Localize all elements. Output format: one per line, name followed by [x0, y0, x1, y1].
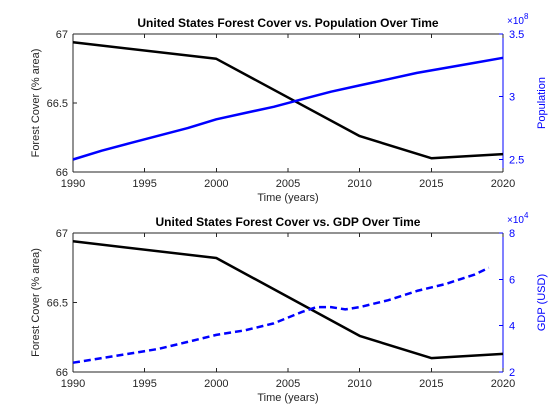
chart-title: United States Forest Cover vs. Populatio… [137, 16, 439, 30]
subplot-2: 1990 1995 2000 2005 2010 2015 2020 66 66.5 67 2 4 6 8… [30, 211, 548, 404]
y-right-axis-label: GDP (USD) [536, 274, 548, 331]
x-tick-label: 1990 [61, 178, 85, 190]
y-left-axis-label: Forest Cover (% area) [30, 248, 42, 357]
y-right-tick-label: 3 [509, 92, 515, 104]
y-left-tick-label: 67 [56, 228, 68, 240]
y-right-tick-label: 3.5 [509, 29, 524, 41]
series-right-line [72, 266, 490, 364]
y-right-tick-label: 4 [509, 321, 515, 333]
x-tick-label: 2020 [491, 378, 515, 390]
y-right-exponent: ×108 [507, 12, 529, 27]
x-axis-label: Time (years) [257, 392, 318, 404]
y-right-tick-label: 2.5 [509, 154, 524, 166]
x-tick-label: 1990 [61, 378, 85, 390]
y-left-tick-label: 66 [56, 367, 68, 379]
y-left-tick-label: 66.5 [47, 98, 68, 110]
x-tick-label: 2015 [419, 178, 443, 190]
x-tick-label: 2005 [276, 178, 300, 190]
x-tick-label: 2010 [347, 378, 371, 390]
x-tick-label: 1995 [132, 378, 156, 390]
x-axis-label: Time (years) [257, 192, 318, 204]
y-left-tick-label: 67 [56, 29, 68, 41]
y-right-axis-label: Population [536, 77, 548, 129]
series-left-line [72, 240, 504, 360]
x-tick-label: 1995 [132, 178, 156, 190]
chart-title: United States Forest Cover vs. GDP Over … [156, 215, 421, 229]
x-tick-label: 2000 [204, 178, 228, 190]
y-right-tick-label: 2 [509, 367, 515, 379]
series-right-line [72, 56, 504, 161]
x-tick-label: 2010 [347, 178, 371, 190]
x-tick-label: 2000 [204, 378, 228, 390]
y-left-tick-label: 66.5 [47, 298, 68, 310]
y-left-tick-label: 66 [56, 167, 68, 179]
y-right-tick-label: 8 [509, 228, 515, 240]
y-right-tick-label: 6 [509, 274, 515, 286]
subplot-1: 1990 1995 2000 2005 2010 2015 2020 66 66.5 67 2.5 3… [30, 12, 548, 204]
series-left-line [72, 41, 504, 160]
x-tick-label: 2015 [419, 378, 443, 390]
x-tick-label: 2005 [276, 378, 300, 390]
x-tick-label: 2020 [491, 178, 515, 190]
y-right-exponent: ×104 [507, 211, 529, 226]
y-left-axis-label: Forest Cover (% area) [30, 49, 42, 158]
